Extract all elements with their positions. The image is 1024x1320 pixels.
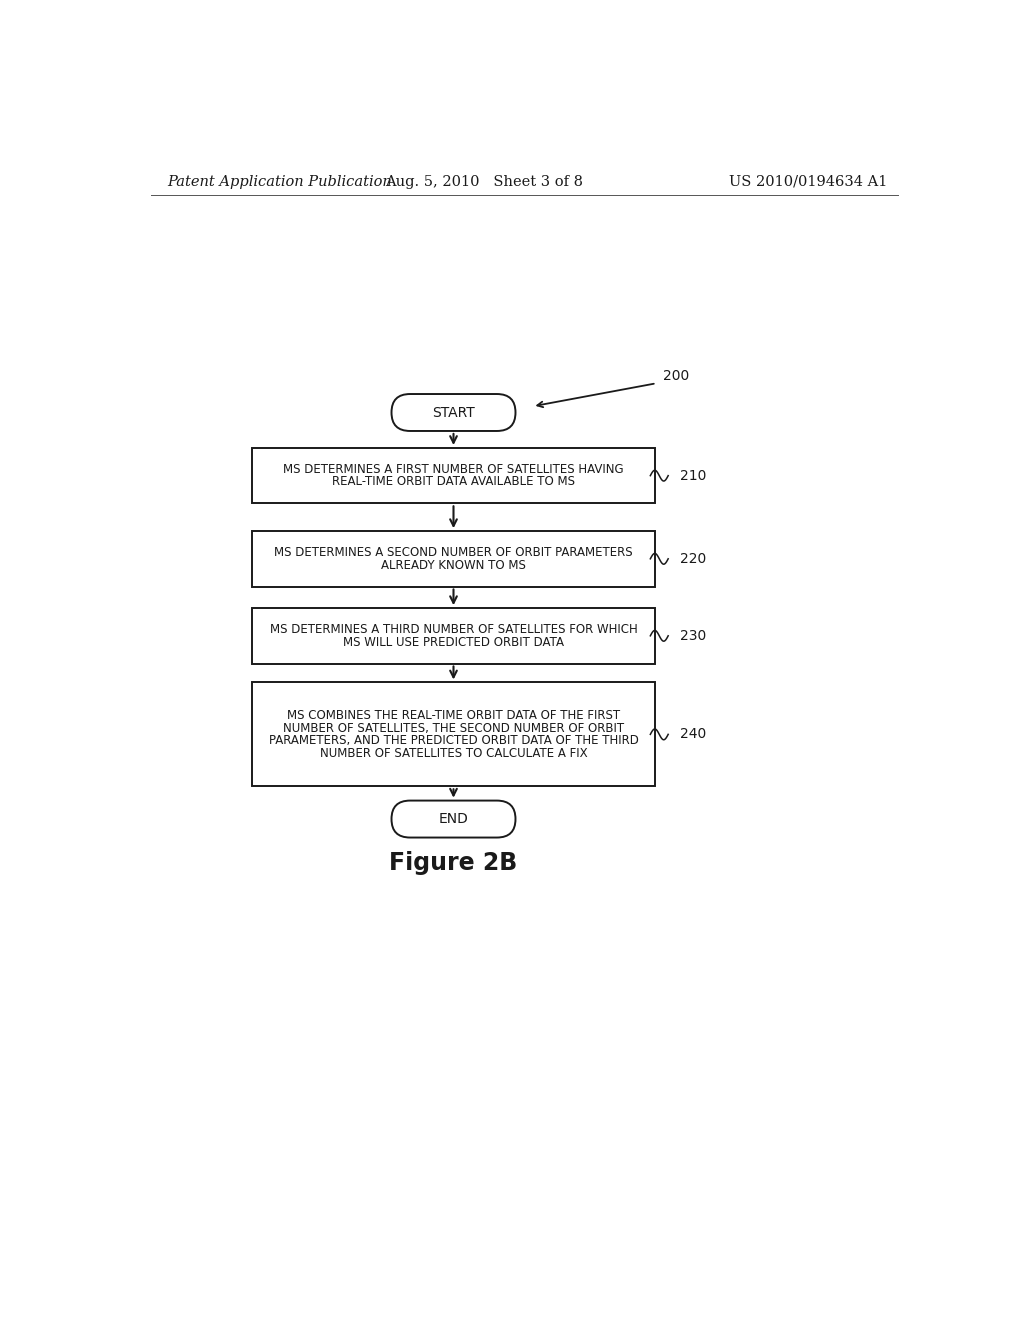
Text: 210: 210: [680, 469, 707, 483]
Bar: [252, 447, 655, 503]
Text: MS COMBINES THE REAL-TIME ORBIT DATA OF THE FIRST: MS COMBINES THE REAL-TIME ORBIT DATA OF …: [287, 709, 621, 722]
Text: REAL-TIME ORBIT DATA AVAILABLE TO MS: REAL-TIME ORBIT DATA AVAILABLE TO MS: [332, 475, 575, 488]
Text: MS DETERMINES A THIRD NUMBER OF SATELLITES FOR WHICH: MS DETERMINES A THIRD NUMBER OF SATELLIT…: [269, 623, 637, 636]
Text: 230: 230: [680, 628, 707, 643]
Bar: [252, 682, 655, 787]
Text: Patent Application Publication: Patent Application Publication: [167, 174, 391, 189]
Text: PARAMETERS, AND THE PREDICTED ORBIT DATA OF THE THIRD: PARAMETERS, AND THE PREDICTED ORBIT DATA…: [268, 734, 638, 747]
Text: MS WILL USE PREDICTED ORBIT DATA: MS WILL USE PREDICTED ORBIT DATA: [343, 636, 564, 648]
FancyBboxPatch shape: [391, 395, 515, 432]
Text: MS DETERMINES A FIRST NUMBER OF SATELLITES HAVING: MS DETERMINES A FIRST NUMBER OF SATELLIT…: [284, 463, 624, 475]
Bar: [252, 609, 655, 664]
Text: 240: 240: [680, 727, 707, 742]
Text: Figure 2B: Figure 2B: [389, 851, 517, 875]
Text: MS DETERMINES A SECOND NUMBER OF ORBIT PARAMETERS: MS DETERMINES A SECOND NUMBER OF ORBIT P…: [274, 546, 633, 558]
Text: ALREADY KNOWN TO MS: ALREADY KNOWN TO MS: [381, 558, 526, 572]
Text: Aug. 5, 2010   Sheet 3 of 8: Aug. 5, 2010 Sheet 3 of 8: [385, 174, 584, 189]
Text: NUMBER OF SATELLITES, THE SECOND NUMBER OF ORBIT: NUMBER OF SATELLITES, THE SECOND NUMBER …: [283, 722, 624, 734]
Text: NUMBER OF SATELLITES TO CALCULATE A FIX: NUMBER OF SATELLITES TO CALCULATE A FIX: [319, 747, 588, 760]
Text: 220: 220: [680, 552, 707, 566]
Text: 200: 200: [663, 368, 689, 383]
Text: END: END: [438, 812, 468, 826]
Text: US 2010/0194634 A1: US 2010/0194634 A1: [729, 174, 888, 189]
Bar: [252, 531, 655, 586]
FancyBboxPatch shape: [391, 800, 515, 838]
Text: START: START: [432, 405, 475, 420]
